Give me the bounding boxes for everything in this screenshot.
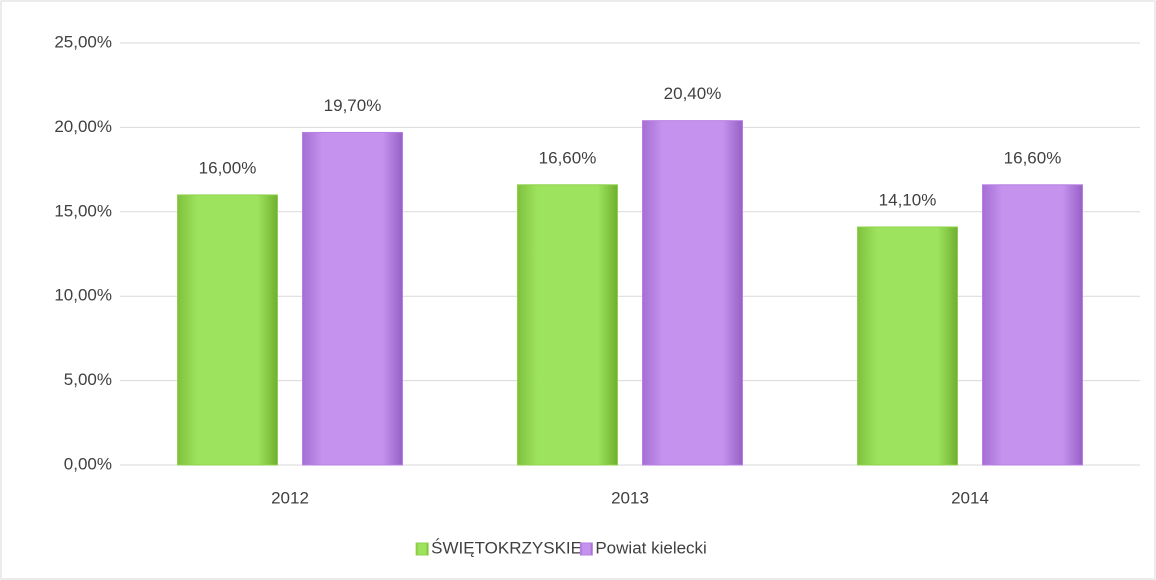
legend-label: Powiat kielecki (595, 538, 707, 557)
bar (857, 226, 958, 466)
legend-swatch (415, 542, 429, 556)
bar (302, 131, 403, 466)
data-label: 19,70% (324, 96, 382, 115)
y-tick-label: 25,00% (54, 32, 112, 51)
bar (517, 184, 618, 466)
bar (982, 184, 1083, 466)
data-label: 16,00% (199, 158, 257, 177)
y-tick-label: 5,00% (64, 370, 112, 389)
y-tick-label: 10,00% (54, 286, 112, 305)
data-label: 14,10% (879, 190, 937, 209)
x-tick-label: 2012 (271, 488, 309, 507)
data-label: 20,40% (664, 84, 722, 103)
y-tick-label: 0,00% (64, 454, 112, 473)
legend-swatch (579, 542, 593, 556)
y-tick-label: 20,00% (54, 117, 112, 136)
bar (642, 120, 743, 466)
x-tick-label: 2014 (951, 488, 989, 507)
bar (177, 194, 278, 466)
legend-label: ŚWIĘTOKRZYSKIE (431, 538, 582, 557)
y-tick-label: 15,00% (54, 201, 112, 220)
data-label: 16,60% (1004, 148, 1062, 167)
data-label: 16,60% (539, 148, 597, 167)
x-tick-label: 2013 (611, 488, 649, 507)
